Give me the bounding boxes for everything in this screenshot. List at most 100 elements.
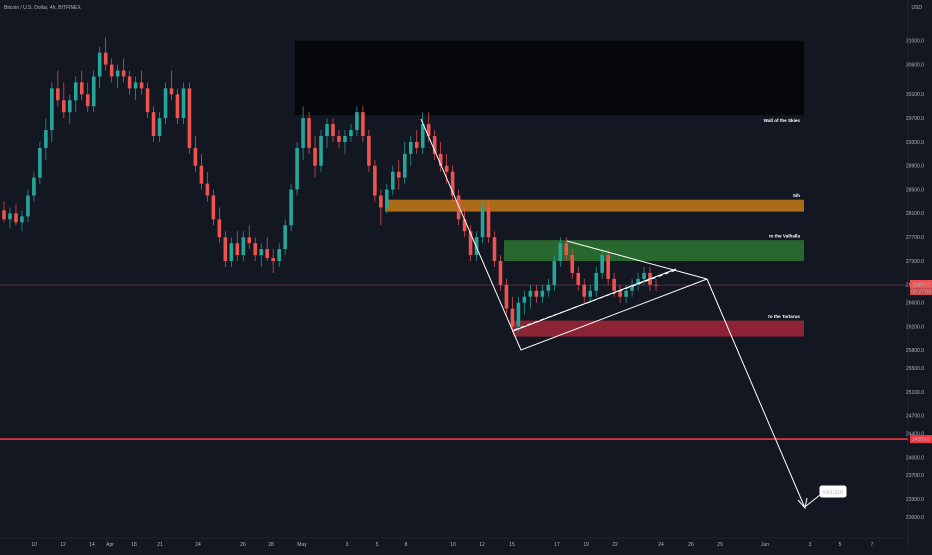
- price-tick-label: 23300.0: [906, 497, 924, 503]
- fib-label: Fib1.618: [823, 490, 843, 496]
- candle-body: [588, 290, 592, 297]
- candle-body: [325, 124, 329, 136]
- price-tick-label: 28100.0: [906, 211, 924, 217]
- candle-body: [420, 124, 425, 148]
- price-tick-label: 25100.0: [906, 390, 924, 396]
- zone-label: Sih: [793, 193, 800, 198]
- candle: [391, 165, 395, 196]
- candle-body: [462, 219, 467, 232]
- candle: [307, 112, 311, 154]
- candle: [546, 278, 551, 297]
- time-tick-label: 28: [268, 542, 274, 548]
- candle-body: [618, 290, 622, 297]
- candle-body: [331, 124, 335, 136]
- candle-body: [594, 272, 598, 291]
- candle: [295, 141, 299, 196]
- candle-body: [564, 243, 569, 256]
- candle-body: [151, 112, 156, 136]
- candle-body: [103, 52, 108, 65]
- candle: [325, 118, 329, 148]
- time-tick-label: 12: [479, 542, 485, 548]
- time-tick-label: 24: [658, 542, 664, 548]
- candle-body: [181, 88, 186, 119]
- candle-body: [79, 82, 84, 95]
- candle: [115, 64, 120, 89]
- candle-body: [438, 153, 443, 166]
- candle-body: [2, 210, 6, 220]
- time-tick-label: 3: [346, 542, 349, 548]
- candle: [289, 183, 293, 232]
- time-tick-label: 10: [450, 542, 456, 548]
- candle: [223, 231, 228, 267]
- time-tick-label: 12: [60, 542, 66, 548]
- zone-2: [385, 199, 804, 212]
- candle-body: [402, 153, 407, 178]
- candle-body: [444, 165, 449, 172]
- price-tick-label: 23700.0: [906, 473, 924, 479]
- candle-body: [163, 88, 168, 119]
- time-tick-label: 17: [554, 542, 560, 548]
- candle: [319, 130, 323, 172]
- candle: [193, 136, 198, 172]
- candle: [241, 231, 246, 262]
- candle-body: [14, 213, 18, 223]
- candle: [468, 225, 473, 262]
- candle: [205, 171, 210, 202]
- candle: [265, 237, 269, 262]
- price-tick-label: 25500.0: [906, 366, 924, 372]
- candle-body: [277, 249, 281, 262]
- candle-body: [259, 249, 264, 256]
- candle: [56, 70, 60, 107]
- candle: [361, 106, 365, 142]
- price-tick-label: 27700.0: [906, 235, 924, 241]
- candle-body: [97, 52, 102, 77]
- candle-body: [115, 70, 120, 77]
- candle: [510, 296, 515, 333]
- candle: [157, 112, 162, 142]
- price-tick-label: 28500.0: [906, 187, 924, 193]
- zone-label: to the Tartarus: [768, 314, 800, 319]
- candle-body: [540, 290, 545, 297]
- candle: [408, 136, 413, 166]
- candle-body: [145, 88, 150, 113]
- candle: [528, 284, 533, 309]
- candle: [367, 130, 371, 172]
- candle-body: [44, 130, 48, 148]
- candle-body: [20, 216, 24, 223]
- candle-body: [91, 76, 96, 107]
- candle: [313, 136, 317, 178]
- candle-body: [456, 195, 461, 220]
- candle: [103, 37, 108, 71]
- candle: [50, 82, 54, 142]
- candle-body: [361, 112, 365, 136]
- candle: [109, 58, 114, 83]
- candle: [594, 266, 598, 297]
- candle: [169, 70, 174, 101]
- candle-body: [241, 237, 246, 256]
- candle: [26, 189, 30, 223]
- candle: [630, 278, 634, 297]
- support-price-tag: [910, 435, 932, 444]
- candle-body: [606, 255, 610, 279]
- candle-body: [498, 261, 503, 285]
- candle: [355, 106, 359, 136]
- candle: [540, 284, 545, 303]
- candle: [349, 124, 353, 142]
- candle: [79, 70, 84, 101]
- candle: [402, 141, 407, 184]
- candle: [139, 70, 144, 95]
- fib-callout-pointer: [805, 494, 821, 507]
- current-price-tag: [910, 280, 932, 289]
- candle: [133, 76, 138, 101]
- candle-body: [516, 302, 521, 327]
- candle: [277, 243, 281, 267]
- candle-body: [654, 284, 658, 286]
- candle: [163, 82, 168, 125]
- candle-body: [8, 213, 12, 220]
- price-tick-label: 26200.0: [906, 324, 924, 330]
- candle: [462, 207, 467, 238]
- zone-1: [295, 40, 804, 116]
- time-tick-label: 29: [717, 542, 723, 548]
